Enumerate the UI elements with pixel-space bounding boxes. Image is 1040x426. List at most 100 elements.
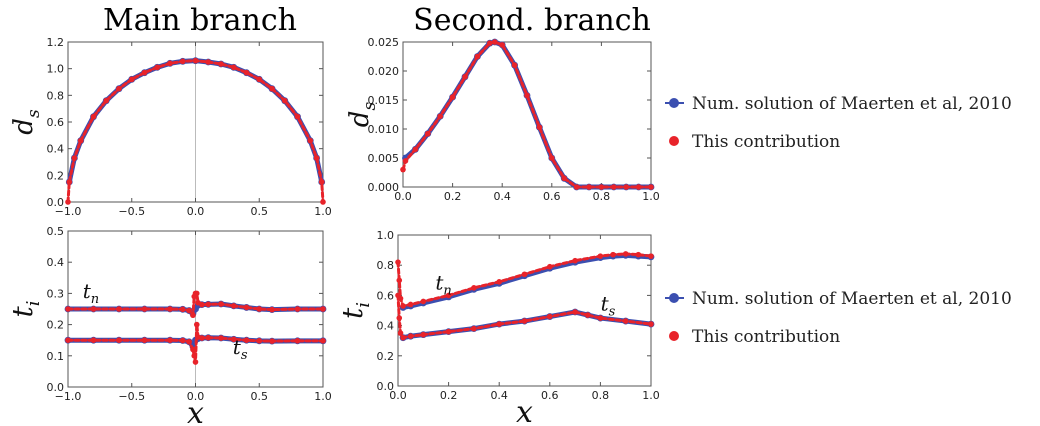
data-point xyxy=(622,251,629,257)
x-tick-label: 0.0 xyxy=(389,389,407,402)
data-point xyxy=(586,184,592,190)
data-point xyxy=(471,325,477,332)
data-point xyxy=(141,337,148,344)
data-point xyxy=(437,113,444,120)
data-point xyxy=(193,321,200,328)
data-point xyxy=(66,179,73,185)
data-point xyxy=(269,338,275,344)
data-point xyxy=(179,337,186,344)
x-tick-label: 1.0 xyxy=(314,390,332,403)
data-point xyxy=(90,113,97,120)
data-point xyxy=(90,337,97,344)
data-point xyxy=(407,333,414,339)
y-tick-label: 0.8 xyxy=(377,259,395,272)
data-point xyxy=(218,335,224,341)
data-point xyxy=(243,304,250,311)
data-point xyxy=(167,337,173,344)
data-point xyxy=(648,321,654,327)
data-point xyxy=(243,337,250,344)
data-point xyxy=(313,155,320,161)
data-point xyxy=(487,40,493,46)
chart-second-ti: 0.0 0.2 0.4 0.6 0.8 1.0 0.0 0.2 0.4 0.6 0.8 1.0 ti x t… xyxy=(336,229,660,426)
plot-frame xyxy=(402,41,652,188)
y-tick-label: 0.0 xyxy=(377,380,395,393)
data-point xyxy=(499,42,506,48)
data-point xyxy=(623,184,629,190)
data-point xyxy=(425,130,431,137)
data-point xyxy=(192,359,199,365)
data-point xyxy=(192,57,199,64)
y-tick-label: 1.0 xyxy=(377,229,395,242)
data-point xyxy=(141,69,148,76)
data-point xyxy=(116,306,122,312)
data-point xyxy=(573,184,580,190)
data-point xyxy=(320,338,326,344)
data-point xyxy=(611,184,617,190)
y-tick-label: 0.020 xyxy=(368,65,400,78)
data-point xyxy=(218,301,224,307)
legend-top: Num. solution of Maerten et al, 2010 Thi… xyxy=(665,94,1012,152)
x-tick-label: −0.5 xyxy=(118,205,145,218)
legend-bottom: Num. solution of Maerten et al, 2010 Thi… xyxy=(665,289,1012,347)
data-point xyxy=(521,271,528,278)
data-point xyxy=(521,318,528,324)
y-tick-label: 0.025 xyxy=(368,36,400,49)
data-point xyxy=(572,257,578,264)
y-tick-label: 0.015 xyxy=(368,94,400,107)
x-tick-label: 0.2 xyxy=(444,190,462,203)
data-point xyxy=(256,306,263,312)
data-point xyxy=(445,328,452,335)
data-point xyxy=(269,306,275,313)
y-tick-label: 0.1 xyxy=(47,350,65,363)
annotation-label: tn xyxy=(83,279,99,307)
y-tick-label: 0.005 xyxy=(368,152,400,165)
data-point xyxy=(77,137,84,144)
data-point xyxy=(407,301,414,308)
data-point xyxy=(205,301,212,308)
data-point xyxy=(294,338,301,344)
data-point xyxy=(294,306,301,312)
data-point xyxy=(536,124,543,131)
data-point xyxy=(243,69,250,76)
data-point xyxy=(449,94,456,100)
data-point xyxy=(71,155,78,161)
x-tick-label: 0.0 xyxy=(187,390,205,403)
y-tick-label: 1.2 xyxy=(47,36,65,49)
data-point xyxy=(496,279,503,285)
data-point xyxy=(116,337,122,344)
data-point xyxy=(167,306,173,312)
legend-marker-num xyxy=(669,293,679,303)
y-tick-label: 0.2 xyxy=(47,319,65,332)
y-tick-label: 0.4 xyxy=(47,256,65,269)
legend-label-num: Num. solution of Maerten et al, 2010 xyxy=(692,94,1012,114)
data-point xyxy=(396,277,403,284)
x-tick-label: 0.8 xyxy=(592,389,610,402)
data-point xyxy=(420,331,427,338)
x-tick-label: 0.4 xyxy=(490,389,508,402)
data-point xyxy=(199,335,205,341)
y-tick-label: 0.5 xyxy=(47,225,65,238)
legend-marker-this xyxy=(669,136,679,146)
x-tick-label: 0.2 xyxy=(440,389,458,402)
y-axis-label: ti xyxy=(6,300,44,317)
annotation-label: ts xyxy=(233,335,248,363)
data-point xyxy=(648,184,654,190)
data-point xyxy=(598,184,605,190)
data-point xyxy=(230,336,237,343)
data-point xyxy=(420,298,427,305)
data-point xyxy=(318,179,325,185)
data-point xyxy=(648,253,654,259)
x-tick-label: −1.0 xyxy=(55,205,82,218)
y-tick-label: 0.3 xyxy=(47,287,65,300)
x-tick-label: 0.5 xyxy=(251,205,269,218)
x-tick-label: −0.5 xyxy=(118,390,145,403)
data-point xyxy=(496,321,503,327)
legend-label-this: This contribution xyxy=(692,327,840,347)
title-main-branch: Main branch xyxy=(103,3,297,38)
data-point xyxy=(597,253,604,259)
x-tick-label: −1.0 xyxy=(55,390,82,403)
data-point xyxy=(199,301,205,308)
data-point xyxy=(412,146,419,153)
y-tick-label: 0.4 xyxy=(377,320,395,333)
